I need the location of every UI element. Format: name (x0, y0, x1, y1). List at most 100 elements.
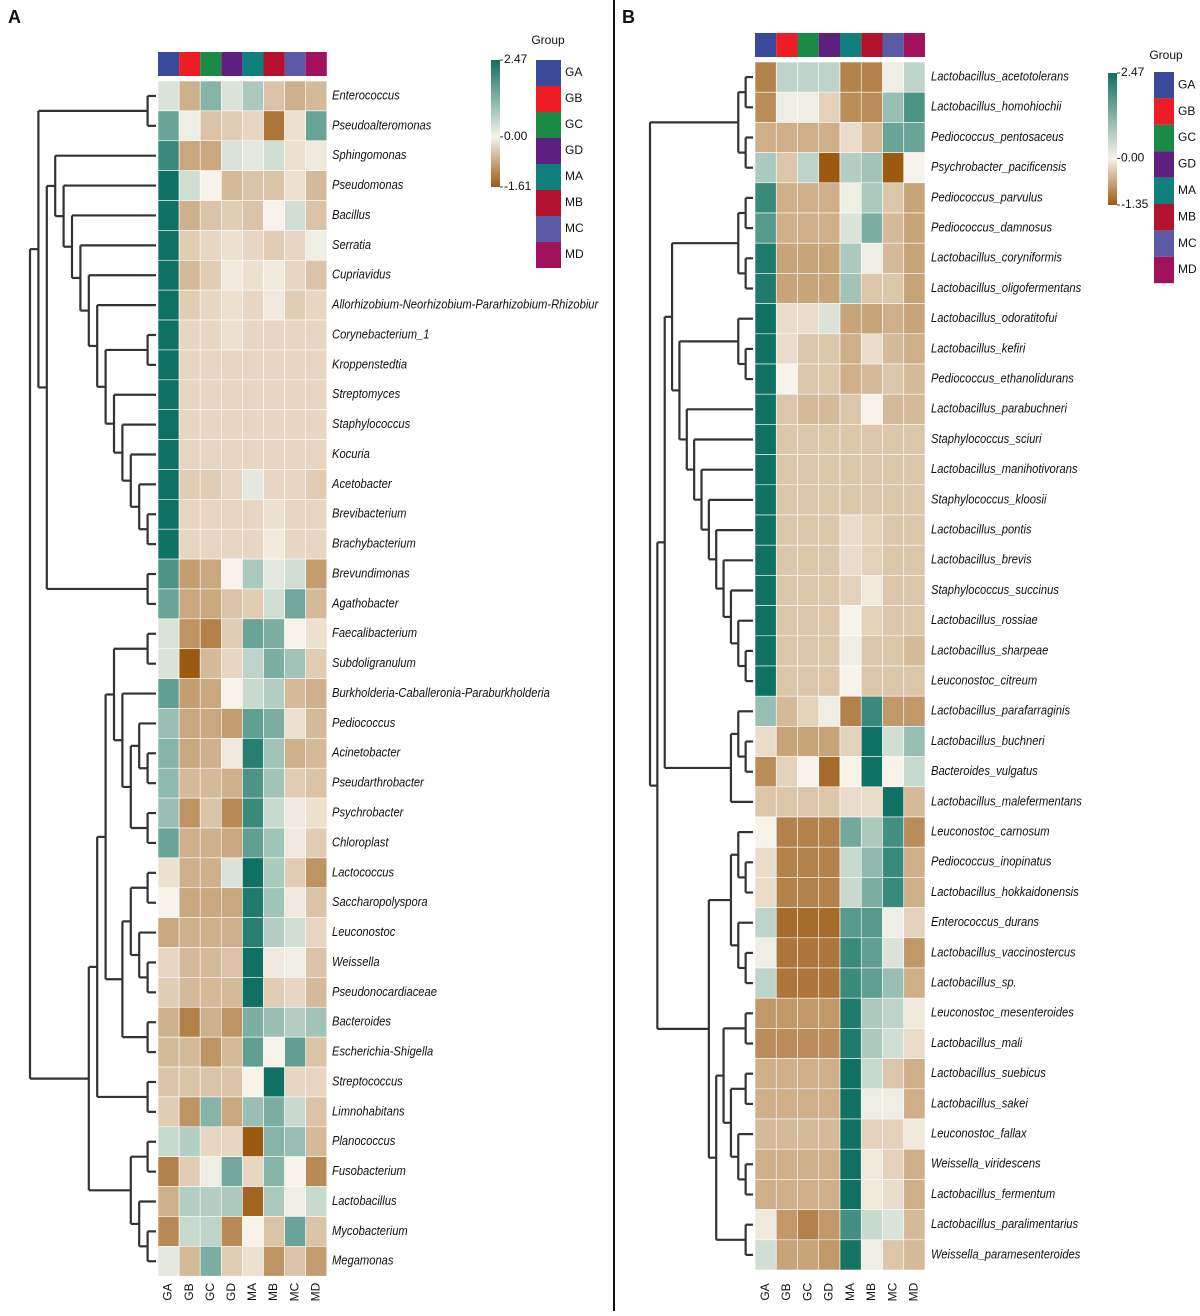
heatmap-cell (797, 937, 820, 969)
heatmap-cell (818, 212, 841, 244)
x-tick-label: GC (203, 1283, 217, 1301)
heatmap-cell (242, 1096, 264, 1128)
heatmap-cell (199, 349, 222, 381)
heatmap-cell (903, 786, 926, 818)
row-label: Brachybacterium (332, 536, 416, 551)
heatmap-cell (157, 648, 180, 679)
heatmap-cell (263, 528, 285, 560)
heatmap-cell (754, 393, 777, 425)
heatmap-cell (221, 767, 243, 799)
heatmap-cell (818, 756, 841, 788)
heatmap-cell (178, 1186, 201, 1217)
heatmap-cell (263, 648, 285, 679)
heatmap-cell (882, 1058, 905, 1090)
heatmap-cell (903, 1058, 926, 1090)
heatmap-cell (178, 230, 201, 261)
heatmap-cell (305, 200, 328, 231)
heatmap-cell (305, 1006, 328, 1038)
heatmap-cell (818, 1088, 841, 1120)
heatmap-cell (263, 379, 285, 410)
heatmap-cell (882, 91, 905, 123)
heatmap-cell (839, 756, 862, 788)
heatmap-cell (242, 1186, 264, 1217)
heatmap-cell (221, 588, 243, 620)
heatmap-cell (818, 1058, 841, 1090)
heatmap-cell (157, 170, 180, 201)
row-label: Leuconostoc_fallax (931, 1126, 1027, 1141)
heatmap-cell (903, 726, 926, 757)
heatmap-cell (157, 917, 180, 948)
heatmap-cell (221, 618, 243, 650)
heatmap-cell (284, 528, 307, 560)
heatmap-cell (797, 1088, 820, 1120)
row-label-group: Pediococcus (332, 715, 395, 730)
legend-label: GA (565, 65, 582, 79)
heatmap-cell (157, 319, 180, 351)
row-label: Faecalibacterium (332, 625, 417, 640)
heatmap-cell (305, 618, 328, 650)
heatmap-cell (775, 846, 798, 878)
heatmap-cell (797, 484, 820, 516)
heatmap-cell (903, 665, 926, 697)
row-label: Lactobacillus_coryniformis (931, 250, 1062, 265)
group-bar (305, 52, 327, 76)
row-label-group: Enterococcus_durans (931, 914, 1039, 929)
heatmap-cell (754, 997, 777, 1029)
heatmap-cell (199, 230, 222, 261)
heatmap-cell (221, 738, 243, 769)
heatmap-cell (818, 363, 841, 395)
legend-swatch (536, 112, 561, 138)
row-label-group: Brevibacterium (332, 506, 406, 521)
heatmap-cell (775, 635, 798, 667)
row-label-group: Planococcus (332, 1133, 395, 1148)
heatmap-cell (860, 91, 883, 123)
row-label-group: Psychrobacter (332, 805, 404, 820)
row-label-group: Staphylococcus_succinus (931, 582, 1059, 597)
heatmap-cell (860, 967, 883, 999)
heatmap-cell (284, 1186, 307, 1217)
heatmap-cell (284, 618, 307, 650)
heatmap-cell (199, 528, 222, 560)
heatmap-cell (284, 200, 307, 231)
heatmap-cell (199, 379, 222, 410)
row-label: Pediococcus_inopinatus (931, 854, 1051, 869)
heatmap-cell (242, 887, 264, 918)
heatmap-cell (305, 857, 328, 889)
heatmap-cell (305, 259, 328, 291)
row-label-group: Staphylococcus_sciuri (931, 431, 1042, 446)
group-bar (903, 33, 925, 57)
heatmap-cell (284, 170, 307, 201)
heatmap-cell (882, 242, 905, 274)
heatmap-cell (839, 1088, 862, 1120)
heatmap-cell (903, 575, 926, 606)
heatmap-cell (754, 1179, 777, 1210)
heatmap-cell (818, 454, 841, 486)
heatmap-cell (754, 575, 777, 606)
heatmap-cell (775, 1118, 798, 1150)
heatmap-cell (754, 333, 777, 365)
row-label-group: Lactobacillus_parafarraginis (931, 703, 1070, 718)
legend-title: Group (1149, 48, 1183, 62)
heatmap-cell (860, 393, 883, 425)
heatmap-cell (818, 877, 841, 908)
x-tick-label: MC (885, 1282, 899, 1301)
heatmap-cell (263, 1246, 285, 1277)
row-label-group: Fusobacterium (332, 1163, 406, 1178)
heatmap-cell (775, 1239, 798, 1271)
row-label-group: Pseudoalteromonas (332, 117, 431, 132)
x-tick-label: MD (907, 1282, 921, 1301)
heatmap-cell (903, 816, 926, 848)
row-label-group: Chloroplast (332, 835, 389, 850)
heatmap-cell (242, 558, 264, 590)
heatmap-cell (263, 797, 285, 829)
heatmap-cell (242, 857, 264, 889)
heatmap-cell (882, 273, 905, 304)
heatmap-cell (242, 1036, 264, 1068)
row-label: Allorhizobium-Neorhizobium-Pararhizobium… (331, 297, 599, 312)
heatmap-cell (860, 846, 883, 878)
heatmap-cell (775, 877, 798, 908)
heatmap-cell (263, 80, 285, 112)
heatmap-cell (199, 439, 222, 470)
heatmap-cell (903, 91, 926, 123)
heatmap-cell (221, 110, 243, 142)
